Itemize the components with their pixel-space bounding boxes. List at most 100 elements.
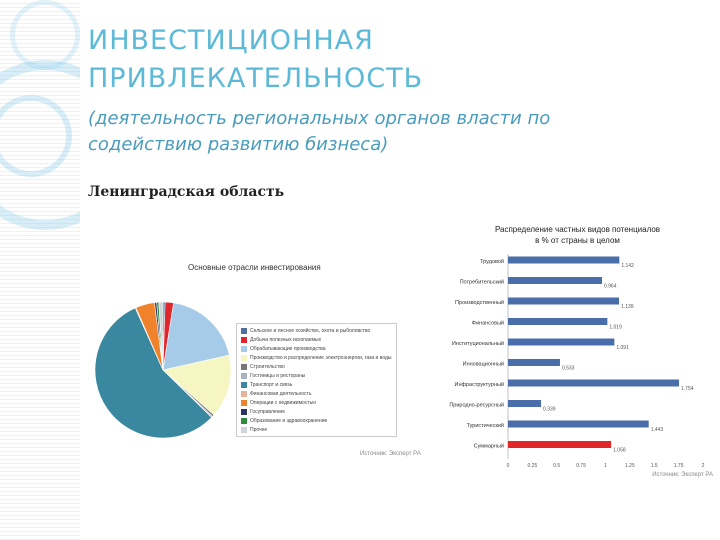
legend-label: Строительство (250, 363, 285, 370)
legend-label: Гостиницы и рестораны (250, 372, 306, 379)
bar-category-label: Потребительский (460, 279, 504, 286)
legend-label: Госуправление (250, 408, 285, 415)
bar-x-tick-label: 1.5 (651, 463, 658, 469)
legend-label: Обрабатывающие производства (250, 345, 326, 352)
bar-2 (508, 297, 620, 305)
bar-5 (508, 359, 560, 366)
pie-slice-11 (158, 301, 164, 371)
bar-category-label: Туристический (467, 422, 504, 429)
bar-value-label: 1.091 (616, 345, 629, 351)
pie-legend-item: Строительство (241, 362, 392, 371)
bar-source: Источник: Эксперт РА (652, 472, 713, 478)
bar-value-label: 1.019 (609, 325, 622, 331)
pie-slice-6 (94, 307, 213, 439)
pie-slice-3 (162, 354, 232, 416)
bar-value-label: 1.443 (651, 427, 664, 433)
pie-legend-item: Транспорт и связь (241, 380, 392, 389)
legend-swatch (241, 327, 247, 334)
pie-chart-panel: Основные отрасли инвестирования Сельское… (88, 255, 433, 465)
bar-value-label: 0.964 (604, 284, 617, 290)
bar-x-tick-label: 2 (702, 463, 705, 469)
bar-6 (508, 379, 680, 387)
pie-legend: Сельское и лесное хозяйство, охота и рыб… (236, 323, 397, 437)
bar-8 (508, 420, 649, 428)
bar-chart-panel: Распределение частных видов потенциалов … (440, 220, 715, 490)
bar-9 (508, 441, 612, 448)
pie-legend-item: Производство и распределение электроэнер… (241, 353, 392, 362)
pie-chart-title: Основные отрасли инвестирования (188, 263, 321, 272)
bar-value-label: 1.058 (613, 448, 626, 454)
title-line-1: ИНВЕСТИЦИОННАЯ (88, 25, 374, 56)
bar-title-line-1: Распределение частных видов потенциалов (494, 225, 661, 234)
legend-label: Образование и здравоохранение (250, 417, 328, 424)
bar-chart-title: Распределение частных видов потенциалов … (440, 224, 715, 246)
bar-category-label: Трудовой (480, 258, 504, 265)
deco-circle-small (0, 95, 72, 177)
legend-label: Сельское и лесное хозяйство, охота и рыб… (250, 327, 371, 334)
bar-value-label: 1.139 (621, 304, 634, 310)
pie-legend-item: Финансовая деятельность (241, 389, 392, 398)
pie-legend-item: Гостиницы и рестораны (241, 371, 392, 380)
subtitle-line-1: (деятельность региональных органов власт… (88, 108, 551, 129)
bar-x-tick-label: 0.5 (553, 463, 560, 469)
bar-category-label: Природно-ресурсный (449, 402, 504, 409)
pie-legend-item: Сельское и лесное хозяйство, охота и рыб… (241, 326, 392, 335)
slide-subtitle: (деятельность региональных органов власт… (88, 106, 550, 158)
pie-legend-item: Обрабатывающие производства (241, 344, 392, 353)
bar-x-tick-label: 1.25 (625, 463, 635, 469)
legend-swatch (241, 417, 247, 424)
region-label: Ленинградская область (88, 184, 285, 200)
slide-title: ИНВЕСТИЦИОННАЯ ПРИВЛЕКАТЕЛЬНОСТЬ (88, 22, 423, 98)
legend-swatch (241, 372, 247, 379)
pie-legend-item: Прочее (241, 425, 392, 434)
pie-legend-item: Госуправление (241, 407, 392, 416)
title-line-2: ПРИВЛЕКАТЕЛЬНОСТЬ (88, 63, 424, 94)
bar-category-label: Институциональный (452, 340, 504, 347)
deco-circle-top (10, 0, 80, 70)
bar-x-tick-label: 0.75 (576, 463, 586, 469)
bar-value-label: 0.339 (543, 407, 556, 413)
bar-category-label: Производственный (455, 299, 504, 306)
legend-label: Финансовая деятельность (250, 390, 312, 397)
bar-category-label: Инновационный (463, 361, 504, 368)
legend-label: Производство и распределение электроэнер… (250, 354, 392, 361)
bar-4 (508, 338, 615, 346)
pie-slice-2 (162, 302, 230, 371)
legend-swatch (241, 408, 247, 415)
legend-swatch (241, 345, 247, 352)
legend-swatch (241, 363, 247, 370)
bar-category-label: Финансовый (472, 320, 504, 327)
legend-swatch (241, 336, 247, 343)
subtitle-line-2: содействию развитию бизнеса) (88, 134, 389, 155)
pie-legend-item: Добыча полезных ископаемых (241, 335, 392, 344)
legend-swatch (241, 399, 247, 406)
bar-x-tick-label: 0.25 (528, 463, 538, 469)
pie-legend-item: Образование и здравоохранение (241, 416, 392, 425)
bar-1 (508, 277, 602, 284)
legend-swatch (241, 390, 247, 397)
bar-value-label: 1.754 (681, 386, 694, 392)
legend-swatch (241, 354, 247, 361)
legend-swatch (241, 426, 247, 433)
legend-label: Добыча полезных ископаемых (250, 336, 322, 343)
bar-chart: Трудовой 1.142 Потребительский 0.964 Произво… (449, 254, 705, 469)
legend-swatch (241, 381, 247, 388)
pie-chart (94, 301, 232, 439)
pie-source: Источник: Эксперт РА (360, 451, 421, 457)
bar-category-label: Инфраструктурный (454, 381, 504, 388)
bar-0 (508, 256, 620, 264)
bar-x-tick-label: 0 (507, 463, 510, 469)
bar-value-label: 1.142 (621, 263, 634, 269)
bar-title-line-2: в % от страны в целом (535, 236, 620, 245)
decorative-background (0, 0, 80, 540)
bar-3 (508, 318, 608, 325)
bar-7 (508, 400, 542, 407)
bar-value-label: 0.533 (562, 366, 575, 372)
pie-legend-item: Операции с недвижимостью (241, 398, 392, 407)
legend-label: Операции с недвижимостью (250, 399, 316, 406)
bar-category-label: Суммарный (474, 443, 504, 450)
bar-x-tick-label: 1 (604, 463, 607, 469)
legend-label: Прочее (250, 426, 268, 433)
legend-label: Транспорт и связь (250, 381, 293, 388)
bar-x-tick-label: 1.75 (674, 463, 684, 469)
